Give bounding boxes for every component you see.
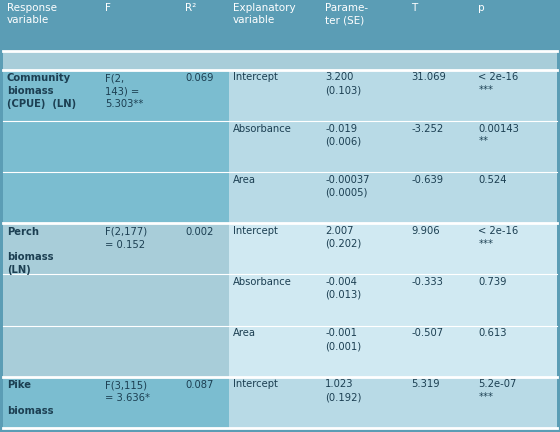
Bar <box>3 223 101 377</box>
Bar <box>101 0 181 51</box>
Text: Community
biomass
(CPUE)  (LN): Community biomass (CPUE) (LN) <box>7 73 76 109</box>
Bar <box>408 0 474 51</box>
Bar <box>229 51 321 70</box>
Bar <box>321 326 408 377</box>
Bar <box>321 70 408 121</box>
Text: 0.739: 0.739 <box>478 277 507 287</box>
Bar <box>229 274 321 326</box>
Bar <box>474 51 557 70</box>
Bar <box>474 223 557 274</box>
Text: R²: R² <box>185 3 197 13</box>
Bar <box>321 51 408 70</box>
Text: -0.001
(0.001): -0.001 (0.001) <box>325 328 361 351</box>
Bar <box>181 377 229 428</box>
Text: 2.007
(0.202): 2.007 (0.202) <box>325 226 362 249</box>
Bar <box>321 172 408 223</box>
Text: Intercept: Intercept <box>233 73 278 83</box>
Bar <box>408 377 474 428</box>
Text: -0.333: -0.333 <box>412 277 444 287</box>
Text: 5.2e-07
***: 5.2e-07 *** <box>478 379 517 402</box>
Bar <box>229 121 321 172</box>
Text: 0.002: 0.002 <box>185 227 213 237</box>
Text: 9.906: 9.906 <box>412 226 440 236</box>
Text: Explanatory
variable: Explanatory variable <box>233 3 296 25</box>
Bar <box>408 51 474 70</box>
Text: 0.069: 0.069 <box>185 73 214 83</box>
Text: < 2e-16
***: < 2e-16 *** <box>478 226 519 249</box>
Text: T: T <box>412 3 418 13</box>
Bar <box>101 70 181 223</box>
Bar <box>101 377 181 428</box>
Bar <box>229 377 321 428</box>
Bar <box>101 223 181 377</box>
Text: 0.524: 0.524 <box>478 175 507 185</box>
Text: 31.069: 31.069 <box>412 73 446 83</box>
Bar <box>474 377 557 428</box>
Bar <box>408 223 474 274</box>
Bar <box>321 121 408 172</box>
Bar <box>229 0 321 51</box>
Bar <box>229 70 321 121</box>
Text: F(2,
143) =
5.303**: F(2, 143) = 5.303** <box>105 73 144 109</box>
Text: 5.319: 5.319 <box>412 379 440 389</box>
Bar <box>408 326 474 377</box>
Bar <box>321 0 408 51</box>
Bar <box>474 0 557 51</box>
Bar <box>474 121 557 172</box>
Bar <box>408 274 474 326</box>
Text: F(3,115)
= 3.636*: F(3,115) = 3.636* <box>105 380 151 403</box>
Bar <box>181 223 229 377</box>
Text: -0.00037
(0.0005): -0.00037 (0.0005) <box>325 175 370 197</box>
Bar <box>321 223 408 274</box>
Text: 0.613: 0.613 <box>478 328 507 338</box>
Bar <box>321 377 408 428</box>
Bar <box>3 51 101 70</box>
Text: Perch

biomass
(LN): Perch biomass (LN) <box>7 227 53 275</box>
Bar <box>474 274 557 326</box>
Text: Parame-
ter (SE): Parame- ter (SE) <box>325 3 368 25</box>
Bar <box>181 70 229 223</box>
Text: < 2e-16
***: < 2e-16 *** <box>478 73 519 95</box>
Bar <box>181 51 229 70</box>
Bar <box>229 172 321 223</box>
Text: Absorbance: Absorbance <box>233 277 292 287</box>
Text: p: p <box>478 3 485 13</box>
Bar <box>229 223 321 274</box>
Text: -0.639: -0.639 <box>412 175 444 185</box>
Text: 1.023
(0.192): 1.023 (0.192) <box>325 379 362 402</box>
Bar <box>3 70 101 223</box>
Text: Intercept: Intercept <box>233 226 278 236</box>
Text: 0.087: 0.087 <box>185 380 213 390</box>
Bar <box>229 326 321 377</box>
Bar <box>181 0 229 51</box>
Bar <box>408 70 474 121</box>
Bar <box>101 51 181 70</box>
Text: -0.019
(0.006): -0.019 (0.006) <box>325 124 361 146</box>
Bar <box>3 0 101 51</box>
Bar <box>3 377 101 428</box>
Text: 0.00143
**: 0.00143 ** <box>478 124 519 146</box>
Bar <box>474 70 557 121</box>
Bar <box>408 121 474 172</box>
Text: -0.507: -0.507 <box>412 328 444 338</box>
Text: Area: Area <box>233 328 256 338</box>
Text: Intercept: Intercept <box>233 379 278 389</box>
Text: -3.252: -3.252 <box>412 124 444 133</box>
Text: 3.200
(0.103): 3.200 (0.103) <box>325 73 361 95</box>
Text: -0.004
(0.013): -0.004 (0.013) <box>325 277 361 300</box>
Text: Pike

biomass: Pike biomass <box>7 380 53 416</box>
Bar <box>408 172 474 223</box>
Bar <box>474 326 557 377</box>
Bar <box>321 274 408 326</box>
Text: F: F <box>105 3 111 13</box>
Text: Response
variable: Response variable <box>7 3 57 25</box>
Text: F(2,177)
= 0.152: F(2,177) = 0.152 <box>105 227 148 250</box>
Text: Absorbance: Absorbance <box>233 124 292 133</box>
Text: Area: Area <box>233 175 256 185</box>
Bar <box>474 172 557 223</box>
